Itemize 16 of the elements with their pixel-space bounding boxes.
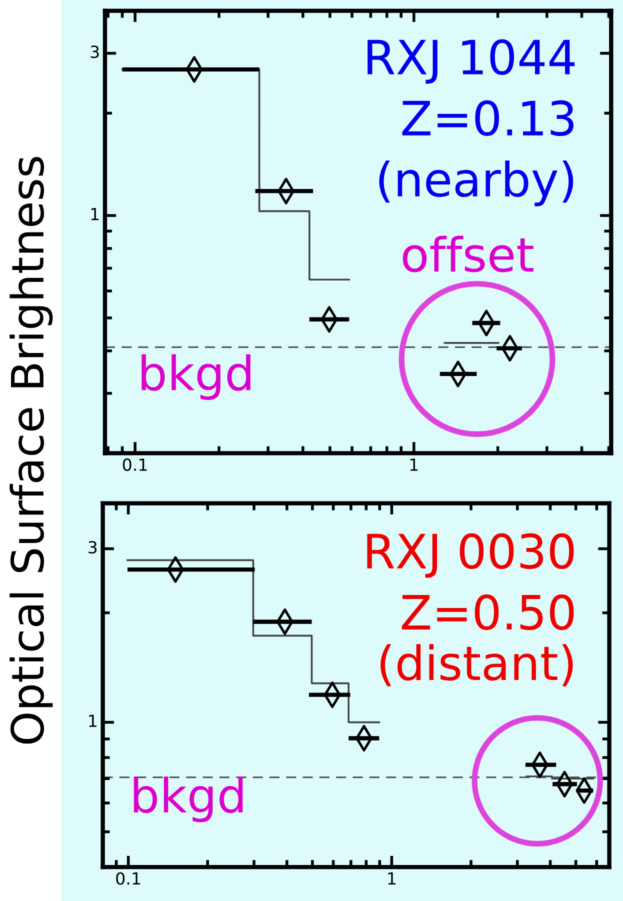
- x-tick-label: 0.1: [122, 458, 147, 471]
- y-axis-title: Optical Surface Brightness: [10, 157, 53, 744]
- y-tick-label: 1: [91, 208, 99, 220]
- annotation: (distant): [380, 644, 573, 686]
- annotation: Z=0.13: [402, 100, 574, 136]
- annotation: RXJ 0030: [367, 533, 574, 578]
- y-tick-label: 1: [89, 714, 96, 727]
- annotation: (nearby): [379, 160, 574, 206]
- annotation: Z=0.50: [402, 594, 574, 630]
- annotation: RXJ 1044: [368, 39, 575, 84]
- ref-line-label: bkgd: [142, 354, 250, 400]
- ref-line-label: bkgd: [134, 776, 243, 822]
- y-tick-label: 3: [88, 540, 97, 554]
- x-tick-label: 0.1: [116, 872, 140, 885]
- annotation: offset: [402, 236, 534, 272]
- y-tick-label: 3: [90, 46, 99, 58]
